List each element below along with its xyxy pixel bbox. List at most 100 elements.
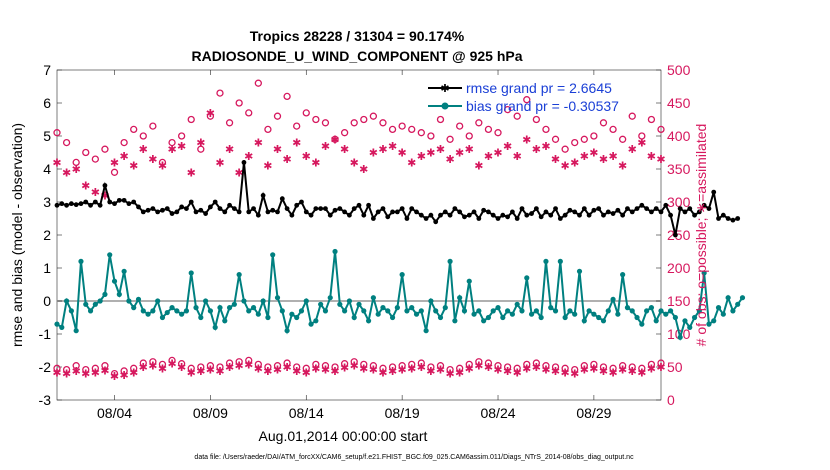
- assimilated-obs-point: ✱: [72, 365, 81, 378]
- possible-obs-point: [197, 145, 205, 153]
- possible-obs-point: [398, 362, 406, 370]
- assimilated-obs-point: ✱: [196, 365, 205, 378]
- bias-point: [342, 308, 348, 314]
- assimilated-obs-point: ✱: [637, 137, 646, 150]
- assimilated-obs-point: ✱: [187, 366, 196, 379]
- rmse-point: [184, 206, 189, 212]
- possible-obs-point: [82, 365, 90, 374]
- bias-point: [691, 314, 698, 321]
- y-right-tick-label: 350: [667, 161, 691, 177]
- rmse-point: [471, 209, 477, 215]
- y-right-tick-label: 200: [667, 260, 691, 276]
- rmse-point: [361, 212, 367, 218]
- possible-obs-point: [657, 125, 665, 134]
- rmse-point: [174, 209, 180, 215]
- possible-obs-point: [417, 359, 425, 367]
- assimilated-obs-point: ✱: [551, 153, 560, 166]
- possible-obs-point: [580, 135, 588, 143]
- possible-obs-point: [628, 112, 636, 120]
- bias-point: [226, 305, 233, 311]
- assimilated-obs-point: ✱: [580, 364, 589, 377]
- bias-point: [596, 314, 602, 321]
- rmse-point: [433, 219, 439, 225]
- rmse-point: [672, 232, 678, 238]
- bias-point: [701, 270, 707, 276]
- rmse-point: [557, 216, 563, 221]
- bias-point: [677, 334, 683, 340]
- bias-point: [274, 295, 281, 301]
- bias-point: [107, 252, 113, 258]
- possible-obs-point: [513, 364, 521, 372]
- bias-point: [500, 314, 506, 321]
- possible-obs-point: [245, 356, 253, 365]
- bias-point: [289, 311, 295, 317]
- possible-obs-point: [494, 129, 502, 137]
- possible-obs-point: [264, 125, 272, 134]
- assimilated-obs-point: ✱: [330, 133, 339, 146]
- bias-point: [217, 305, 223, 311]
- bias-point: [653, 318, 659, 324]
- plot-area: [56, 69, 662, 401]
- bias-point: [557, 258, 563, 264]
- rmse-point: [88, 202, 93, 208]
- possible-obs-point: [657, 359, 665, 367]
- assimilated-obs-point: ✱: [407, 362, 416, 375]
- bias-point: [279, 308, 285, 314]
- bias-point: [528, 311, 535, 317]
- rmse-point: [629, 209, 635, 215]
- possible-obs-point: [580, 362, 588, 370]
- rmse-point: [241, 160, 247, 165]
- y-right-tick-label: 150: [667, 293, 691, 309]
- assimilated-obs-point: ✱: [532, 143, 541, 156]
- assimilated-obs-point: ✱: [330, 365, 339, 378]
- bias-point: [696, 308, 702, 314]
- rmse-point: [337, 206, 343, 212]
- rmse-point: [116, 197, 122, 203]
- assimilated-obs-point: ✱: [436, 143, 445, 156]
- assimilated-obs-point: ✱: [273, 364, 282, 377]
- rmse-point: [533, 206, 539, 212]
- rmse-point: [462, 214, 467, 220]
- possible-obs-point: [62, 365, 71, 374]
- possible-obs-point: [523, 360, 531, 369]
- assimilated-obs-point: ✱: [608, 150, 617, 163]
- assimilated-obs-point: ✱: [206, 364, 215, 377]
- possible-obs-point: [197, 363, 205, 371]
- bias-point: [250, 305, 257, 311]
- assimilated-obs-point: ✱: [445, 368, 454, 381]
- bias-point: [121, 268, 127, 274]
- rmse-point: [543, 209, 549, 215]
- rmse-point: [649, 209, 654, 215]
- assimilated-obs-point: ✱: [637, 366, 646, 379]
- bias-point: [179, 311, 185, 317]
- bias-point: [600, 318, 607, 324]
- x-tick-label: 08/09: [193, 405, 228, 421]
- rmse-point: [490, 212, 496, 218]
- assimilated-obs-point: ✱: [656, 361, 665, 374]
- assimilated-obs-point: ✱: [254, 362, 263, 375]
- assimilated-obs-point: ✱: [129, 160, 138, 173]
- assimilated-obs-point: ✱: [81, 180, 90, 193]
- bias-point: [715, 305, 722, 311]
- rmse-point: [414, 209, 419, 215]
- assimilated-obs-point: ✱: [292, 365, 301, 378]
- rmse-point: [231, 206, 237, 212]
- bias-point: [428, 298, 434, 304]
- possible-obs-point: [235, 99, 243, 107]
- bias-point: [126, 298, 132, 304]
- legend-rmse-label: rmse grand pr = 2.6645: [466, 80, 612, 96]
- assimilated-obs-point: ✱: [225, 143, 234, 156]
- assimilated-obs-point: ✱: [417, 361, 426, 374]
- bias-point: [54, 321, 60, 327]
- rmse-point: [227, 202, 232, 208]
- bias-point: [246, 308, 252, 314]
- bias-point: [634, 314, 640, 321]
- rmse-point: [380, 206, 386, 212]
- possible-obs-point: [168, 356, 176, 365]
- bias-point: [476, 308, 482, 314]
- bias-point: [624, 305, 631, 311]
- assimilated-obs-point: ✱: [311, 156, 320, 169]
- bias-point: [145, 311, 151, 317]
- bias-point: [63, 298, 70, 304]
